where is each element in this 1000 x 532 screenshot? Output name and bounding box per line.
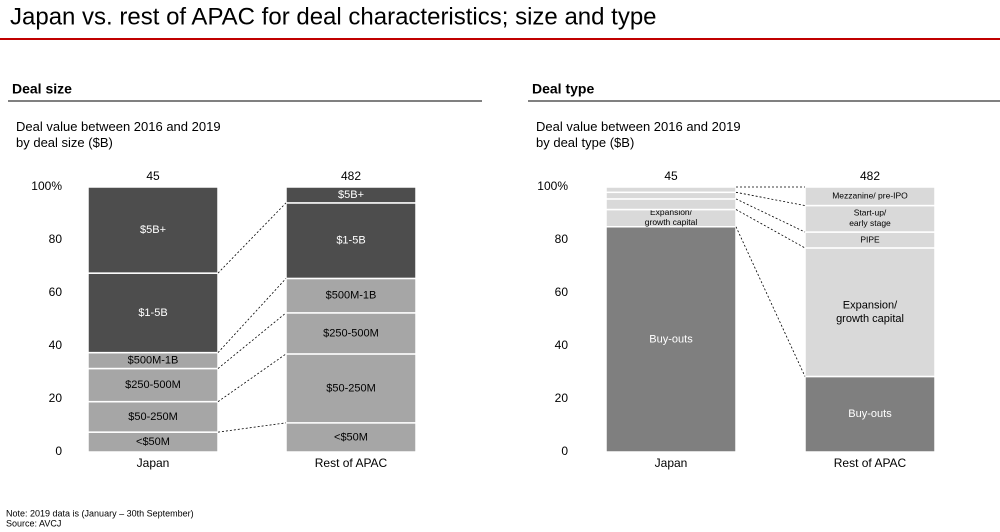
segment-label: Start-up/early stage — [849, 208, 891, 228]
connector — [217, 312, 287, 369]
y-tick-label: 20 — [555, 391, 569, 405]
page-title: Japan vs. rest of APAC for deal characte… — [10, 3, 657, 30]
segment-label: $1-5B — [336, 235, 365, 247]
bar-segment — [804, 247, 936, 378]
y-tick-label: 80 — [49, 232, 63, 246]
segment-label: $50-250M — [326, 382, 376, 394]
segment-label: $250-500M — [323, 327, 379, 339]
bar-segment — [87, 400, 219, 433]
y-tick-label: 20 — [49, 391, 63, 405]
segment-label: <$50M — [334, 431, 368, 443]
bar-segment — [605, 186, 737, 194]
label-line: Expansion/ — [650, 207, 693, 217]
segment-label: $50-250M — [128, 411, 178, 423]
bar-segment — [285, 422, 417, 453]
segment-label: Expansion/growth capital — [836, 300, 904, 325]
bar-segment — [804, 186, 936, 207]
bar-segment — [605, 198, 737, 211]
connector — [735, 198, 806, 233]
x-tick-label: Japan — [655, 456, 688, 470]
y-tick-label: 60 — [555, 285, 569, 299]
connector — [217, 278, 287, 353]
label-line: growth capital — [836, 313, 904, 325]
segment-label: $5B+ — [140, 224, 166, 236]
connector — [217, 202, 287, 274]
segment-label: PIPE — [860, 234, 880, 244]
bar-segment — [285, 186, 417, 204]
source: Source: AVCJ — [6, 518, 61, 528]
total-label: 482 — [341, 169, 361, 183]
label-line: Deal value between 2016 and 2019 — [536, 120, 741, 135]
label-line: by deal type ($B) — [536, 135, 634, 150]
label-line: growth capital — [645, 217, 698, 227]
label-line: by deal size ($B) — [16, 135, 113, 150]
connector — [217, 422, 287, 433]
panel-heading: Deal size — [12, 81, 72, 97]
label-line: Deal value between 2016 and 2019 — [16, 120, 221, 135]
total-label: 45 — [146, 169, 160, 183]
total-label: 482 — [860, 169, 880, 183]
y-tick-label: 60 — [49, 285, 63, 299]
bar-segment — [87, 186, 219, 274]
segment-label: <$50M — [136, 436, 170, 448]
bar-segment — [605, 191, 737, 200]
segment-label: $1-5B — [138, 307, 167, 319]
y-tick-label: 100% — [31, 179, 62, 193]
bar-segment — [87, 272, 219, 354]
bar-segment — [285, 202, 417, 280]
connector — [217, 353, 287, 402]
y-tick-label: 80 — [555, 232, 569, 246]
segment-label: Expansion/growth capital — [645, 207, 698, 227]
note: Note: 2019 data is (January – 30th Septe… — [6, 508, 194, 518]
bar-segment — [804, 204, 936, 233]
y-tick-label: 100% — [537, 179, 568, 193]
bar-segment — [285, 277, 417, 314]
subtitle: Deal value between 2016 and 2019 by deal … — [536, 120, 741, 151]
segment-label: $250-500M — [125, 379, 181, 391]
segment-label: Buy-outs — [848, 408, 892, 420]
x-tick-label: Rest of APAC — [834, 456, 907, 470]
segment-label: Buy-outs — [649, 333, 693, 345]
panel-heading: Deal type — [532, 81, 594, 97]
y-tick-label: 0 — [55, 444, 62, 458]
label-line: early stage — [849, 218, 891, 228]
segment-label: $5B+ — [338, 189, 364, 201]
bar-segment — [804, 375, 936, 453]
bar-segment — [605, 226, 737, 453]
segment-label: $500M-1B — [326, 290, 377, 302]
connector — [735, 226, 806, 377]
connector — [735, 209, 806, 249]
y-tick-label: 40 — [49, 338, 63, 352]
y-tick-label: 40 — [555, 338, 569, 352]
label-line: Expansion/ — [843, 300, 898, 312]
x-tick-label: Japan — [137, 456, 170, 470]
connector — [735, 191, 806, 206]
subtitle: Deal value between 2016 and 2019 by deal … — [16, 120, 221, 151]
label-line: Start-up/ — [854, 208, 887, 218]
y-tick-label: 0 — [561, 444, 568, 458]
total-label: 45 — [664, 169, 678, 183]
segment-label: Mezzanine/ pre-IPO — [832, 191, 908, 201]
bar-segment — [87, 367, 219, 403]
x-tick-label: Rest of APAC — [315, 456, 388, 470]
segment-label: $500M-1B — [128, 354, 179, 366]
